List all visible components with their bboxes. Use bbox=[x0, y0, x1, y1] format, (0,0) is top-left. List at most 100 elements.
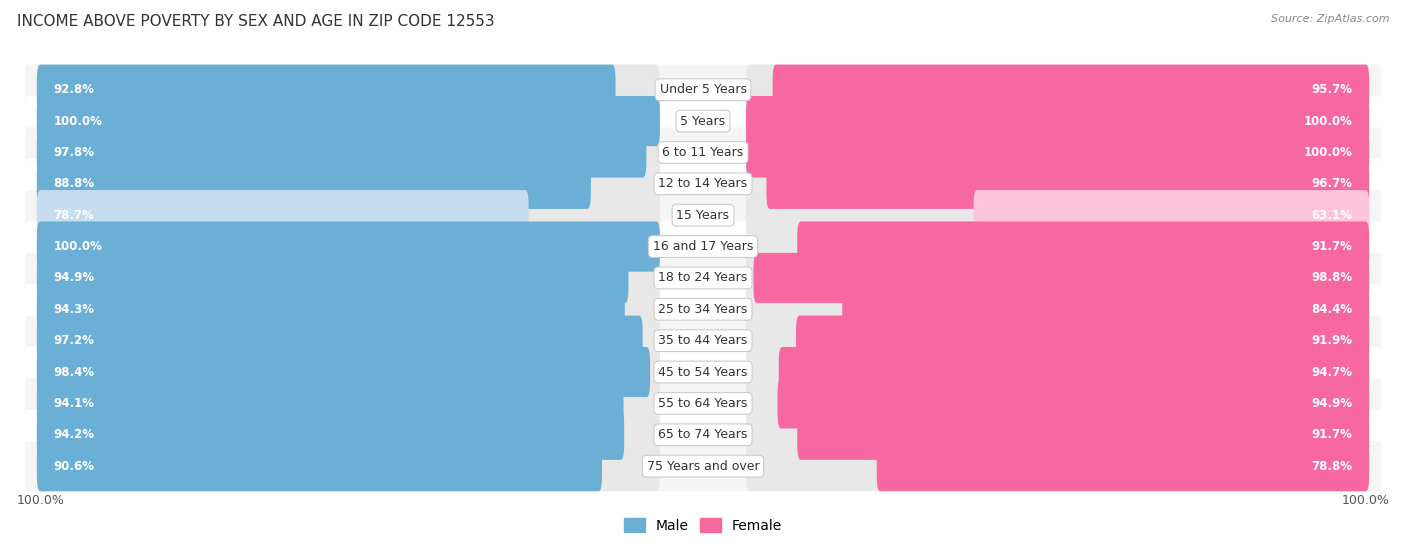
FancyBboxPatch shape bbox=[25, 316, 1381, 366]
Text: 95.7%: 95.7% bbox=[1312, 83, 1353, 96]
FancyBboxPatch shape bbox=[25, 221, 1381, 272]
FancyBboxPatch shape bbox=[747, 96, 1369, 146]
FancyBboxPatch shape bbox=[747, 253, 1369, 303]
FancyBboxPatch shape bbox=[797, 221, 1369, 272]
Text: 84.4%: 84.4% bbox=[1312, 303, 1353, 316]
FancyBboxPatch shape bbox=[25, 347, 1381, 397]
FancyBboxPatch shape bbox=[25, 159, 1381, 209]
Text: 100.0%: 100.0% bbox=[1303, 115, 1353, 127]
FancyBboxPatch shape bbox=[747, 127, 1369, 178]
FancyBboxPatch shape bbox=[37, 96, 659, 146]
FancyBboxPatch shape bbox=[37, 127, 647, 178]
FancyBboxPatch shape bbox=[747, 190, 1369, 240]
Text: 25 to 34 Years: 25 to 34 Years bbox=[658, 303, 748, 316]
FancyBboxPatch shape bbox=[37, 378, 623, 429]
FancyBboxPatch shape bbox=[37, 441, 602, 491]
Text: Source: ZipAtlas.com: Source: ZipAtlas.com bbox=[1271, 14, 1389, 24]
FancyBboxPatch shape bbox=[37, 127, 659, 178]
Text: 100.0%: 100.0% bbox=[53, 240, 103, 253]
Text: 100.0%: 100.0% bbox=[1303, 146, 1353, 159]
Text: 78.7%: 78.7% bbox=[53, 209, 94, 222]
FancyBboxPatch shape bbox=[37, 190, 529, 240]
Text: 94.9%: 94.9% bbox=[1312, 397, 1353, 410]
FancyBboxPatch shape bbox=[37, 347, 650, 397]
FancyBboxPatch shape bbox=[747, 221, 1369, 272]
Text: 94.3%: 94.3% bbox=[53, 303, 94, 316]
Text: 45 to 54 Years: 45 to 54 Years bbox=[658, 366, 748, 378]
FancyBboxPatch shape bbox=[973, 190, 1369, 240]
Text: 75 Years and over: 75 Years and over bbox=[647, 459, 759, 473]
Text: 91.7%: 91.7% bbox=[1312, 240, 1353, 253]
FancyBboxPatch shape bbox=[25, 410, 1381, 460]
FancyBboxPatch shape bbox=[796, 316, 1369, 366]
FancyBboxPatch shape bbox=[747, 316, 1369, 366]
FancyBboxPatch shape bbox=[747, 159, 1369, 209]
Text: 98.4%: 98.4% bbox=[53, 366, 94, 378]
FancyBboxPatch shape bbox=[25, 378, 1381, 429]
Text: 100.0%: 100.0% bbox=[53, 115, 103, 127]
FancyBboxPatch shape bbox=[747, 410, 1369, 460]
Text: 55 to 64 Years: 55 to 64 Years bbox=[658, 397, 748, 410]
FancyBboxPatch shape bbox=[37, 284, 624, 334]
FancyBboxPatch shape bbox=[747, 284, 1369, 334]
FancyBboxPatch shape bbox=[37, 159, 659, 209]
FancyBboxPatch shape bbox=[37, 221, 659, 272]
FancyBboxPatch shape bbox=[797, 410, 1369, 460]
Text: 35 to 44 Years: 35 to 44 Years bbox=[658, 334, 748, 347]
Text: 94.9%: 94.9% bbox=[53, 272, 94, 285]
Text: 100.0%: 100.0% bbox=[1341, 494, 1389, 507]
FancyBboxPatch shape bbox=[772, 65, 1369, 115]
Text: 94.2%: 94.2% bbox=[53, 428, 94, 441]
FancyBboxPatch shape bbox=[37, 96, 659, 146]
Text: 16 and 17 Years: 16 and 17 Years bbox=[652, 240, 754, 253]
FancyBboxPatch shape bbox=[766, 159, 1369, 209]
FancyBboxPatch shape bbox=[25, 65, 1381, 115]
FancyBboxPatch shape bbox=[747, 127, 1369, 178]
Text: 98.8%: 98.8% bbox=[1312, 272, 1353, 285]
FancyBboxPatch shape bbox=[877, 441, 1369, 491]
Text: 15 Years: 15 Years bbox=[676, 209, 730, 222]
Text: 5 Years: 5 Years bbox=[681, 115, 725, 127]
FancyBboxPatch shape bbox=[37, 65, 616, 115]
FancyBboxPatch shape bbox=[779, 347, 1369, 397]
FancyBboxPatch shape bbox=[37, 316, 643, 366]
Text: 91.7%: 91.7% bbox=[1312, 428, 1353, 441]
Text: 63.1%: 63.1% bbox=[1312, 209, 1353, 222]
FancyBboxPatch shape bbox=[747, 378, 1369, 429]
FancyBboxPatch shape bbox=[842, 284, 1369, 334]
Text: 96.7%: 96.7% bbox=[1312, 177, 1353, 190]
Text: 97.8%: 97.8% bbox=[53, 146, 94, 159]
Text: 94.1%: 94.1% bbox=[53, 397, 94, 410]
Text: 100.0%: 100.0% bbox=[17, 494, 65, 507]
FancyBboxPatch shape bbox=[37, 441, 659, 491]
FancyBboxPatch shape bbox=[754, 253, 1369, 303]
FancyBboxPatch shape bbox=[37, 410, 624, 460]
Text: 88.8%: 88.8% bbox=[53, 177, 94, 190]
FancyBboxPatch shape bbox=[25, 96, 1381, 146]
FancyBboxPatch shape bbox=[747, 441, 1369, 491]
FancyBboxPatch shape bbox=[747, 65, 1369, 115]
Text: 6 to 11 Years: 6 to 11 Years bbox=[662, 146, 744, 159]
Text: 94.7%: 94.7% bbox=[1312, 366, 1353, 378]
Text: 97.2%: 97.2% bbox=[53, 334, 94, 347]
FancyBboxPatch shape bbox=[25, 441, 1381, 491]
FancyBboxPatch shape bbox=[37, 190, 659, 240]
FancyBboxPatch shape bbox=[778, 378, 1369, 429]
FancyBboxPatch shape bbox=[25, 190, 1381, 240]
Text: INCOME ABOVE POVERTY BY SEX AND AGE IN ZIP CODE 12553: INCOME ABOVE POVERTY BY SEX AND AGE IN Z… bbox=[17, 14, 495, 29]
FancyBboxPatch shape bbox=[37, 410, 659, 460]
FancyBboxPatch shape bbox=[37, 65, 659, 115]
FancyBboxPatch shape bbox=[747, 96, 1369, 146]
FancyBboxPatch shape bbox=[37, 347, 659, 397]
FancyBboxPatch shape bbox=[37, 253, 628, 303]
FancyBboxPatch shape bbox=[37, 253, 659, 303]
FancyBboxPatch shape bbox=[37, 378, 659, 429]
Legend: Male, Female: Male, Female bbox=[619, 513, 787, 538]
FancyBboxPatch shape bbox=[37, 159, 591, 209]
Text: 92.8%: 92.8% bbox=[53, 83, 94, 96]
FancyBboxPatch shape bbox=[25, 284, 1381, 334]
Text: 91.9%: 91.9% bbox=[1312, 334, 1353, 347]
Text: 12 to 14 Years: 12 to 14 Years bbox=[658, 177, 748, 190]
FancyBboxPatch shape bbox=[37, 316, 659, 366]
FancyBboxPatch shape bbox=[37, 221, 659, 272]
